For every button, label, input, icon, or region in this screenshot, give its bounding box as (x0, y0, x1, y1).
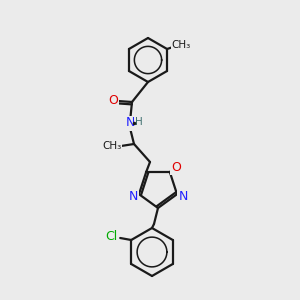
Text: N: N (128, 190, 138, 203)
Text: Cl: Cl (105, 230, 117, 244)
Text: O: O (171, 161, 181, 174)
Text: N: N (178, 190, 188, 203)
Text: CH₃: CH₃ (171, 40, 191, 50)
Text: N: N (125, 116, 135, 130)
Text: CH₃: CH₃ (102, 141, 122, 151)
Text: O: O (108, 94, 118, 106)
Text: H: H (135, 117, 143, 127)
